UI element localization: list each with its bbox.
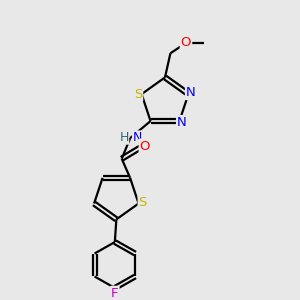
Text: F: F xyxy=(111,287,118,300)
Text: S: S xyxy=(134,88,142,100)
Text: O: O xyxy=(140,140,150,153)
Text: N: N xyxy=(177,116,187,129)
Text: S: S xyxy=(139,196,147,209)
Text: H: H xyxy=(119,131,129,144)
Text: O: O xyxy=(181,37,191,50)
Text: N: N xyxy=(186,86,196,99)
Text: N: N xyxy=(133,131,142,144)
